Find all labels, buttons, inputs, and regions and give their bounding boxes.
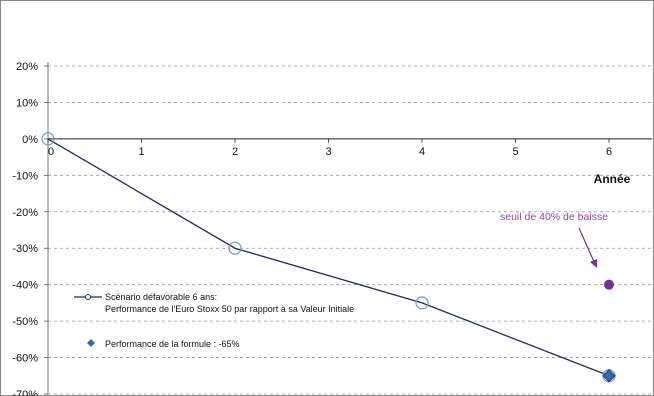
x-tick-label: 0	[48, 146, 54, 158]
series-layer	[41, 132, 616, 383]
x-tick-label: 4	[419, 146, 425, 158]
legend-diamond-marker	[87, 339, 95, 347]
scenario-line	[47, 138, 610, 377]
legend-label-scenario-line1: Scénario défavorable 6 ans:	[105, 292, 217, 302]
x-axis-title: Année	[594, 172, 631, 186]
x-tick-label: 1	[138, 146, 144, 158]
x-tick-label: 6	[606, 146, 612, 158]
legend-circle-marker	[85, 294, 91, 300]
x-axis: 0 1 2 3 4 5 6	[47, 138, 652, 158]
legend-label-formula: Performance de la formule : -65%	[105, 339, 240, 349]
scenario-point	[228, 241, 242, 255]
y-axis-ticks: 20% 10% 0% -10% -20% -30% -40% -50% -60% -70%	[12, 61, 49, 396]
formula-point	[602, 369, 616, 383]
y-tick-label: -10%	[12, 170, 38, 182]
y-tick-label: -40%	[12, 280, 38, 292]
legend: Scénario défavorable 6 ans: Performance …	[74, 292, 354, 349]
y-tick-label: 0%	[22, 134, 38, 146]
x-tick-label: 3	[325, 146, 331, 158]
threshold-point	[604, 279, 614, 290]
gridlines	[48, 65, 652, 395]
legend-label-scenario-line2: Performance de l'Euro Stoxx 50 par rappo…	[105, 304, 354, 314]
x-tick-label: 5	[512, 146, 518, 158]
y-tick-label: 10%	[16, 97, 38, 109]
annotation-arrowhead	[590, 259, 597, 268]
scenario-point	[41, 132, 55, 146]
y-tick-label: -70%	[12, 389, 38, 396]
scenario-point	[415, 296, 429, 310]
x-tick-label: 2	[232, 146, 238, 158]
y-tick-label: -20%	[12, 207, 38, 219]
threshold-annotation: seuil de 40% de baisse	[500, 211, 608, 223]
annotation-arrow	[578, 227, 596, 265]
y-tick-label: -30%	[12, 243, 38, 255]
y-tick-label: -50%	[12, 316, 38, 328]
y-tick-label: -60%	[12, 353, 38, 365]
y-tick-label: 20%	[16, 61, 38, 73]
